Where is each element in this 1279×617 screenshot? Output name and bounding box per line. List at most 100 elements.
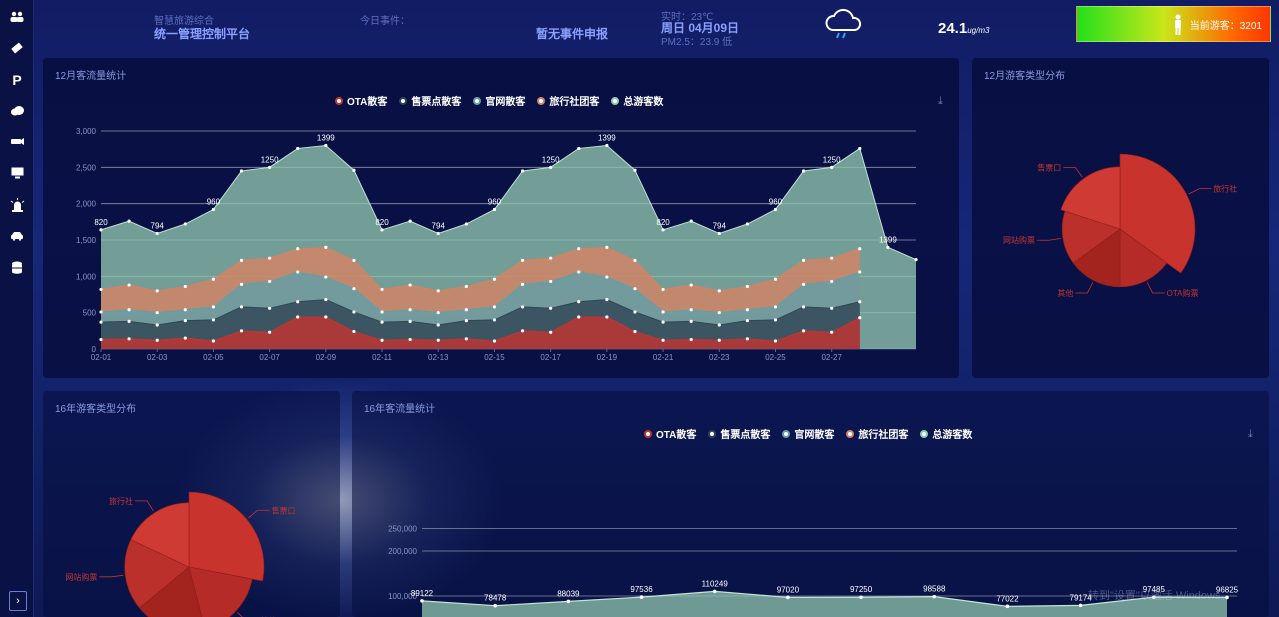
series-line — [100, 145, 917, 261]
data-point — [577, 247, 581, 251]
data-point — [577, 315, 581, 319]
data-label: 97250 — [850, 585, 873, 594]
pie-label-line — [135, 500, 154, 512]
data-point — [324, 245, 328, 249]
data-point — [830, 306, 834, 310]
pie-label-line — [237, 612, 243, 617]
data-point — [296, 270, 300, 274]
camera-icon[interactable] — [0, 129, 34, 155]
data-point — [99, 310, 103, 314]
data-point — [577, 146, 581, 151]
legend-item[interactable]: 总游客数 — [920, 426, 972, 441]
y16-flow-chart: 100,000 200,000 250,000 89122 78478 88039 9753… — [388, 525, 1239, 617]
data-point — [493, 603, 497, 608]
no-events-text: 暂无事件申报 — [536, 27, 609, 41]
cloud-icon[interactable] — [0, 98, 34, 124]
series-line — [421, 590, 1228, 607]
car-icon[interactable] — [0, 223, 34, 249]
data-point — [932, 594, 937, 599]
legend-item[interactable]: 旅行社团客 — [846, 426, 908, 441]
series-area — [101, 317, 860, 349]
current-visitors-box: 当前游客：3201 — [1076, 6, 1271, 42]
x-tick-label: 02-19 — [597, 353, 618, 362]
y-tick-label: 0 — [92, 345, 97, 354]
data-point — [127, 219, 131, 223]
data-point — [352, 310, 356, 314]
parking-icon[interactable]: P — [12, 72, 22, 88]
data-label: 1399 — [317, 134, 335, 143]
x-tick-label: 02-17 — [540, 353, 561, 362]
legend-item[interactable]: OTA散客 — [644, 426, 696, 441]
data-point — [492, 305, 497, 309]
data-point — [183, 336, 187, 340]
app-name: 智慧旅游综合 — [154, 16, 214, 27]
legend-item[interactable]: 官网散客 — [473, 93, 525, 108]
data-point — [296, 146, 300, 151]
x-tick-label: 02-27 — [821, 353, 842, 362]
pie-label: 售票口 — [1037, 162, 1061, 172]
pie-slice — [124, 539, 190, 609]
series-line — [100, 316, 861, 342]
users-icon[interactable] — [0, 4, 34, 30]
data-label: 960 — [488, 197, 502, 206]
data-point — [661, 287, 665, 292]
pie-slice — [188, 566, 253, 617]
monitor-icon[interactable] — [0, 160, 34, 186]
data-point — [633, 258, 637, 262]
data-point — [605, 275, 609, 279]
data-point — [492, 318, 497, 322]
panel-title: 16年客流量统计 — [364, 404, 436, 415]
download-icon[interactable]: ⤓ — [938, 95, 943, 107]
x-tick-label: 02-11 — [372, 353, 392, 362]
legend-item[interactable]: 售票点散客 — [708, 426, 770, 441]
x-tick-label: 02-23 — [709, 353, 730, 362]
data-point — [773, 305, 778, 309]
data-point — [492, 339, 497, 343]
data-point — [492, 207, 497, 212]
data-point — [155, 231, 159, 236]
data-point — [773, 318, 778, 322]
data-point — [464, 319, 468, 323]
data-label: 77022 — [996, 594, 1019, 603]
data-point — [183, 308, 187, 312]
data-point — [99, 228, 103, 232]
rain-cloud-icon — [824, 7, 864, 46]
download-icon[interactable]: ⤓ — [1248, 428, 1253, 440]
data-point — [127, 308, 131, 312]
person-icon — [1173, 14, 1183, 36]
data-point — [268, 165, 272, 169]
data-label: 820 — [656, 218, 670, 227]
data-point — [420, 599, 424, 603]
data-point — [324, 297, 328, 302]
data-point — [689, 337, 693, 342]
data-point — [605, 315, 609, 319]
x-tick-label: 02-13 — [428, 353, 449, 362]
x-tick-label: 02-21 — [653, 353, 674, 362]
pie-label: OTA购票 — [1167, 288, 1199, 298]
data-point — [773, 339, 778, 343]
data-point — [801, 305, 806, 309]
data-point — [689, 283, 693, 287]
legend-item[interactable]: 官网散客 — [782, 426, 834, 441]
data-point — [239, 305, 244, 309]
header: 智慧旅游综合 统一管理控制平台 今日事件： 暂无事件申报 实时：23℃ 周日 0… — [34, 0, 1279, 48]
dec-type-chart: 旅行社 OTA购票 其他 网站购票 售票口 — [1003, 153, 1237, 298]
pie-slice — [139, 566, 203, 617]
data-label: 98588 — [923, 585, 946, 594]
ticket-icon[interactable] — [0, 35, 34, 61]
legend-item[interactable]: OTA散客 — [335, 93, 387, 108]
y-tick-label: 1,000 — [76, 272, 97, 281]
sidebar-toggle-button[interactable]: › — [9, 591, 27, 611]
legend-item[interactable]: 旅行社团客 — [537, 93, 599, 108]
alarm-icon[interactable] — [0, 192, 34, 218]
data-point — [549, 165, 553, 169]
legend-item[interactable]: 总游客数 — [611, 93, 663, 108]
legend-item[interactable]: 售票点散客 — [399, 93, 461, 108]
data-point — [408, 319, 412, 323]
data-label: 97020 — [777, 585, 800, 594]
pie-label: 其他 — [260, 616, 276, 617]
data-point — [605, 297, 609, 302]
data-point — [155, 323, 159, 327]
data-point — [436, 311, 440, 315]
database-icon[interactable] — [0, 254, 34, 280]
